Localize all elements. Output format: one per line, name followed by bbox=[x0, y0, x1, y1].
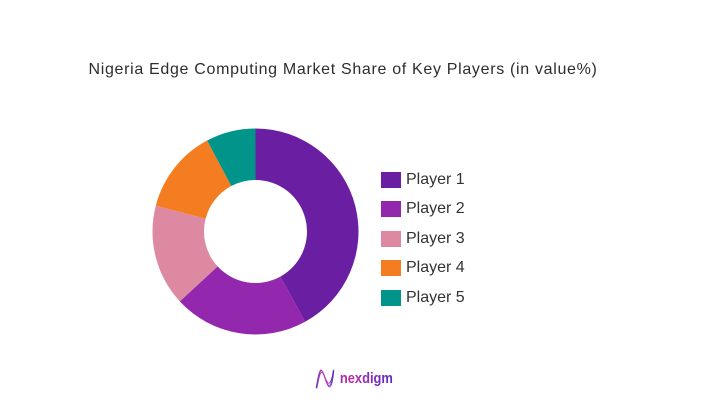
svg-text:nexdigm: nexdigm bbox=[340, 370, 393, 387]
